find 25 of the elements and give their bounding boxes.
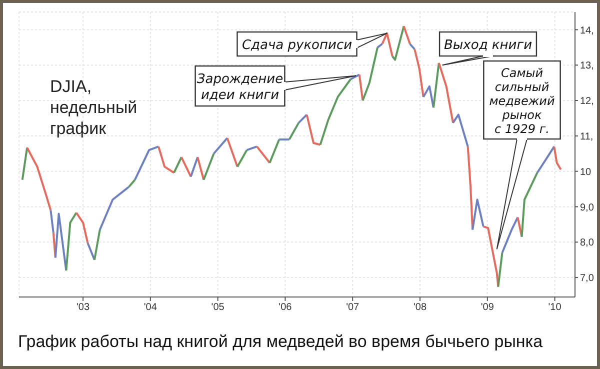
annotation: Зарождение идеи книги [196, 72, 284, 103]
annotation: Выход книги [444, 38, 532, 53]
x-tick-label: '06 [278, 302, 292, 314]
line-series [482, 226, 500, 288]
x-tick-label: '03 [76, 302, 90, 314]
y-tick-label: 9,0 [580, 202, 594, 214]
text: График работы над книгой для медведей во время бычьего рынка [18, 332, 544, 351]
y-tick-label: 7,0 [580, 273, 594, 284]
annotation: Самый сильный медвежий рынок с 1929 г. [489, 66, 555, 136]
y-tick-label: 10 [580, 166, 592, 178]
x-tick-label: '07 [346, 302, 360, 314]
x-tick-label: '04 [144, 302, 158, 314]
y-tick-label: 8,0 [580, 238, 594, 249]
annotation: Сдача рукописи [242, 38, 352, 53]
line-series [26, 146, 52, 212]
x-tick-label: '08 [413, 302, 427, 314]
annotation: DJIA, недельный график [50, 77, 138, 138]
y-tick-label: 13, [580, 60, 594, 72]
x-tick-label: '05 [211, 302, 225, 314]
x-tick-label: '09 [480, 302, 494, 314]
line-series [319, 78, 352, 146]
y-tick-label: 14, [580, 25, 594, 36]
x-tick-label: '10 [548, 302, 562, 314]
y-tick-label: 12, [580, 96, 594, 108]
y-tick-label: 11, [580, 131, 594, 142]
